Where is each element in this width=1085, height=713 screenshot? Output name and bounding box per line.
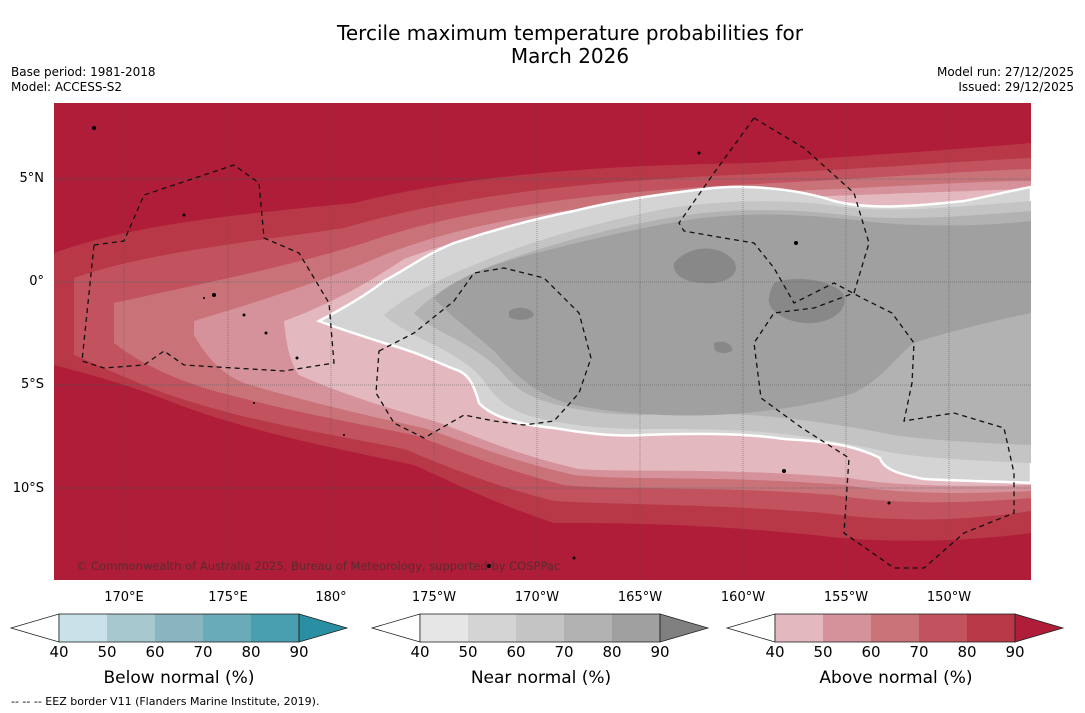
lon-label-155w: 155°W xyxy=(823,590,869,605)
colorbar-above-segment xyxy=(823,614,871,642)
above-tick-70: 70 xyxy=(909,643,929,661)
below-tick-50: 50 xyxy=(97,643,117,661)
eez-footnote: -- -- -- EEZ border V11 (Flanders Marine… xyxy=(11,695,320,708)
colorbar-near-segments xyxy=(420,614,660,642)
lon-label-165w: 165°W xyxy=(617,590,663,605)
below-tick-40: 40 xyxy=(49,643,69,661)
above-tick-60: 60 xyxy=(861,643,881,661)
issued-date: Issued: 29/12/2025 xyxy=(958,80,1074,94)
lon-label-160w: 160°W xyxy=(720,590,766,605)
colorbar-near-segment xyxy=(612,614,660,642)
colorbar-near-segment xyxy=(564,614,612,642)
lat-label-5s: 5°S xyxy=(20,377,44,392)
near-tick-80: 80 xyxy=(602,643,622,661)
near-tick-60: 60 xyxy=(506,643,526,661)
colorbar-below-segment xyxy=(107,614,155,642)
lon-label-170e: 170°E xyxy=(104,590,144,605)
near-tick-40: 40 xyxy=(410,643,430,661)
latitude-grid xyxy=(54,178,1031,489)
colorbar-above-extend-high xyxy=(1014,613,1065,643)
model-run: Model run: 27/12/2025 xyxy=(936,65,1074,79)
near-normal-title: Near normal (%) xyxy=(470,668,612,688)
near-70-region xyxy=(434,214,1031,416)
longitude-grid xyxy=(123,103,950,580)
meta-left: Base period: 1981-2018 Model: ACCESS-S2 xyxy=(11,65,156,95)
below-tick-60: 60 xyxy=(145,643,165,661)
title-line-1: Tercile maximum temperature probabilitie… xyxy=(337,21,803,45)
lat-label-0: 0° xyxy=(29,274,44,289)
above-tick-40: 40 xyxy=(765,643,785,661)
colorbar-near xyxy=(371,613,710,643)
chart-title: Tercile maximum temperature probabilitie… xyxy=(0,22,1085,68)
below-tick-70: 70 xyxy=(193,643,213,661)
lat-label-5n: 5°N xyxy=(19,171,45,186)
lon-label-170w: 170°W xyxy=(514,590,560,605)
eez-borders xyxy=(81,117,1015,569)
islands xyxy=(92,126,891,568)
map-panel: © Commonwealth of Australia 2025, Bureau… xyxy=(54,103,1031,580)
lon-label-175w: 175°W xyxy=(411,590,457,605)
lon-label-175e: 175°E xyxy=(208,590,248,605)
copyright-note: © Commonwealth of Australia 2025, Bureau… xyxy=(76,559,560,573)
near-80-region xyxy=(509,248,845,354)
model-name: Model: ACCESS-S2 xyxy=(11,80,123,94)
title-line-2: March 2026 xyxy=(510,44,630,68)
colorbar-above-extend-low xyxy=(726,613,776,643)
above-normal-title: Above normal (%) xyxy=(819,668,973,688)
above-tick-50: 50 xyxy=(813,643,833,661)
colorbar-near-segment xyxy=(468,614,516,642)
colorbar-below-segment xyxy=(155,614,203,642)
colorbar-above xyxy=(726,613,1065,643)
probability-map: © Commonwealth of Australia 2025, Bureau… xyxy=(54,103,1031,580)
lon-label-180: 180° xyxy=(315,590,347,605)
above-tick-80: 80 xyxy=(957,643,977,661)
colorbar-below-extend-high xyxy=(298,613,349,643)
colorbar-below-segment xyxy=(251,614,299,642)
colorbar-near-segment xyxy=(516,614,564,642)
below-tick-80: 80 xyxy=(241,643,261,661)
colorbar-above-segment xyxy=(871,614,919,642)
above-tick-90: 90 xyxy=(1005,643,1025,661)
colorbar-below-segments xyxy=(59,614,299,642)
colorbar-above-segment xyxy=(967,614,1015,642)
colorbar-below-segment xyxy=(59,614,107,642)
base-period: Base period: 1981-2018 xyxy=(11,65,156,79)
colorbar-above-segment xyxy=(919,614,967,642)
colorbar-near-extend-low xyxy=(371,613,421,643)
colorbar-below-segment xyxy=(203,614,251,642)
below-tick-90: 90 xyxy=(289,643,309,661)
colorbar-above-segment xyxy=(775,614,823,642)
colorbar-below xyxy=(10,613,349,643)
near-tick-50: 50 xyxy=(458,643,478,661)
colorbar-above-segments xyxy=(775,614,1015,642)
colorbar-near-extend-high xyxy=(659,613,710,643)
near-tick-70: 70 xyxy=(554,643,574,661)
near-tick-90: 90 xyxy=(650,643,670,661)
lat-label-10s: 10°S xyxy=(12,481,44,496)
below-normal-title: Below normal (%) xyxy=(103,668,255,688)
colorbar-near-segment xyxy=(420,614,468,642)
colorbar-below-extend-low xyxy=(10,613,60,643)
lon-label-150w: 150°W xyxy=(926,590,972,605)
meta-right: Model run: 27/12/2025 Issued: 29/12/2025 xyxy=(937,65,1074,95)
